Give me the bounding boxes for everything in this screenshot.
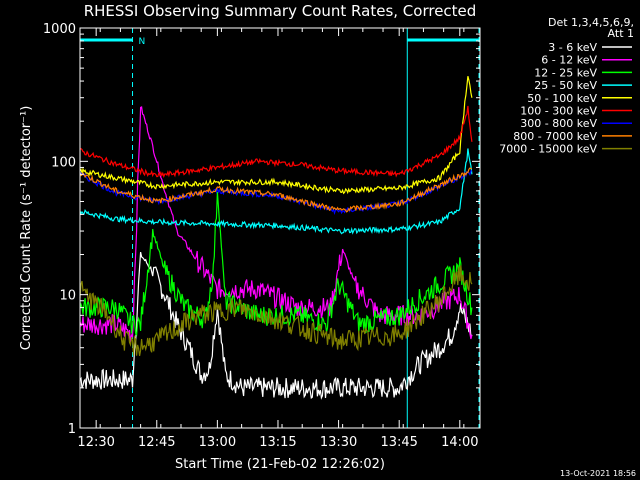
chart-title: RHESSI Observing Summary Count Rates, Co… (84, 2, 477, 20)
legend-header-0: Det 1,3,4,5,6,9, (548, 16, 634, 29)
legend-label-1: 6 - 12 keV (541, 54, 597, 67)
legend-label-0: 3 - 6 keV (548, 41, 597, 54)
series-line-7 (79, 167, 472, 213)
x-tick-label-5: 13:45 (380, 435, 417, 450)
series-line-5 (79, 105, 473, 179)
footer-timestamp: 13-Oct-2021 18:56 (560, 469, 636, 478)
x-tick-label-4: 13:30 (320, 435, 357, 450)
x-tick-label-6: 14:00 (441, 435, 478, 450)
plot-frame (79, 27, 481, 429)
legend-label-4: 50 - 100 keV (527, 92, 597, 105)
legend-label-2: 12 - 25 keV (534, 66, 597, 79)
series-line-3 (79, 148, 473, 235)
x-tick-label-1: 12:45 (138, 435, 175, 450)
y-axis-label: Corrected Count Rate (s⁻¹ detector⁻¹) (19, 106, 34, 351)
series-line-8 (79, 265, 473, 357)
x-tick-label-2: 13:00 (199, 435, 236, 450)
legend-label-7: 800 - 7000 keV (513, 130, 597, 143)
y-tick-label-3: 1000 (43, 22, 76, 37)
legend-label-5: 100 - 300 keV (520, 105, 597, 118)
y-axis: 1 10 100 1000 (43, 22, 480, 437)
x-tick-label-0: 12:30 (77, 435, 114, 450)
y-tick-label-0: 1 (68, 422, 76, 437)
series-line-0 (79, 251, 473, 400)
legend-label-8: 7000 - 15000 keV (499, 143, 597, 156)
legend-label-3: 25 - 50 keV (534, 79, 597, 92)
y-tick-label-2: 100 (51, 155, 76, 170)
y-tick-label-1: 10 (59, 289, 76, 304)
legend-header-1: Att 1 (608, 27, 634, 40)
legend-label-6: 300 - 800 keV (520, 117, 597, 130)
x-axis-label: Start Time (21-Feb-02 12:26:02) (175, 457, 385, 472)
flag-label-0: N (139, 37, 146, 47)
x-tick-label-3: 13:15 (259, 435, 296, 450)
plot-area: N (79, 28, 480, 428)
series-line-2 (79, 191, 473, 337)
series-line-4 (79, 76, 473, 195)
x-axis: 12:30 12:45 13:00 13:15 13:30 13:45 14:00 (77, 28, 479, 450)
